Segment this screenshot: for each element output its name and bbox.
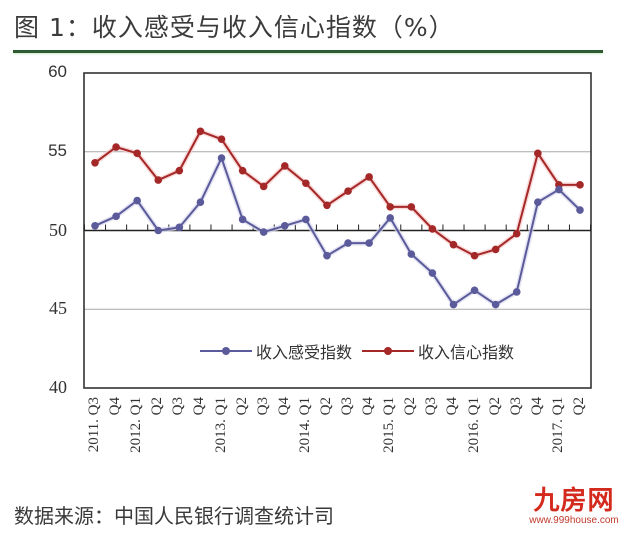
x-tick-label: 2013. Q1 [212,397,229,453]
x-tick-label: Q2 [402,397,419,416]
data-point [217,135,226,143]
legend-label: 收入感受指数 [256,343,353,362]
x-tick-label: Q4 [528,397,545,416]
data-point [365,239,373,247]
x-tick-label: 2012. Q1 [128,397,145,453]
legend-swatch-blue [200,345,252,357]
x-tick-label: 2014. Q1 [296,397,313,453]
data-point [491,300,500,309]
x-tick-label: Q3 [507,397,524,416]
x-tick-label: Q2 [233,397,250,416]
y-tick-label: 40 [49,377,67,397]
data-point [491,245,500,254]
data-point [428,225,437,233]
legend-swatch-red [362,345,415,357]
x-tick-label: Q3 [423,397,440,416]
data-point [196,198,205,206]
data-point [323,201,331,210]
x-tick-label: Q2 [486,397,503,416]
data-point [365,173,373,181]
x-tick-label: Q2 [149,397,166,416]
legend-label: 收入信心指数 [418,343,515,362]
data-point [449,300,458,309]
data-point [302,215,310,224]
data-point [407,250,416,258]
data-point [175,166,184,175]
data-point [534,198,542,206]
data-point [344,239,352,247]
data-point [217,154,226,162]
title-divider [13,50,603,53]
data-point [133,196,141,205]
data-point [175,223,184,232]
x-tick-label: Q4 [275,397,292,416]
x-tick-label: Q4 [444,397,461,416]
data-point [576,206,584,214]
watermark-url: www.999house.com [529,515,619,526]
legend-item-income-confidence: 收入信心指数 [362,339,514,363]
data-point [112,143,120,151]
data-point [470,286,479,295]
x-tick-label: 2015. Q1 [381,397,398,453]
data-point [154,176,163,184]
x-tick-label: 2017. Q1 [549,397,566,453]
y-tick-label: 45 [49,298,67,319]
x-tick-label: Q4 [191,397,208,416]
data-point [344,187,352,195]
data-point [470,251,479,260]
data-point [428,269,437,277]
y-tick-label: 50 [49,219,67,240]
x-tick-label: Q3 [339,397,356,416]
legend: 收入感受指数 收入信心指数 [200,339,524,363]
x-tick-label: Q4 [107,397,124,416]
data-point [512,288,521,296]
data-point [259,182,268,191]
x-tick-label: Q3 [170,397,187,416]
series-line [94,130,580,257]
watermark: 九房网 www.999house.com [526,487,622,526]
watermark-logo: 九房网 [533,486,615,516]
data-point [323,251,331,260]
x-tick-label: Q3 [254,397,271,416]
data-point [112,212,120,221]
data-point [386,214,395,222]
data-point [512,229,521,238]
data-point [302,179,310,188]
data-point [449,240,458,249]
data-point [238,166,247,175]
data-point [196,127,205,136]
data-point [555,185,563,194]
data-point [280,162,289,170]
x-tick-label: 2011. Q3 [86,397,102,453]
data-point [154,226,163,235]
y-tick-label: 55 [48,140,67,160]
data-source-note: 数据来源：中国人民银行调查统计司 [14,504,334,528]
x-tick-label: Q2 [317,397,334,416]
y-tick-label: 60 [48,62,67,81]
data-point [576,181,584,189]
chart-title: 图 1：收入感受与收入信心指数（%） [14,13,455,42]
data-point [534,149,542,158]
data-point [91,221,99,230]
data-point [238,215,247,224]
data-point [407,203,416,211]
legend-item-income-perception: 收入感受指数 [200,339,352,363]
data-point [386,203,395,211]
data-point [280,221,289,230]
x-tick-label: Q4 [360,397,377,416]
x-tick-label: Q2 [571,397,587,416]
data-point [91,158,99,167]
data-point [133,149,141,158]
x-tick-label: 2016. Q1 [465,397,482,453]
data-point [259,228,268,236]
